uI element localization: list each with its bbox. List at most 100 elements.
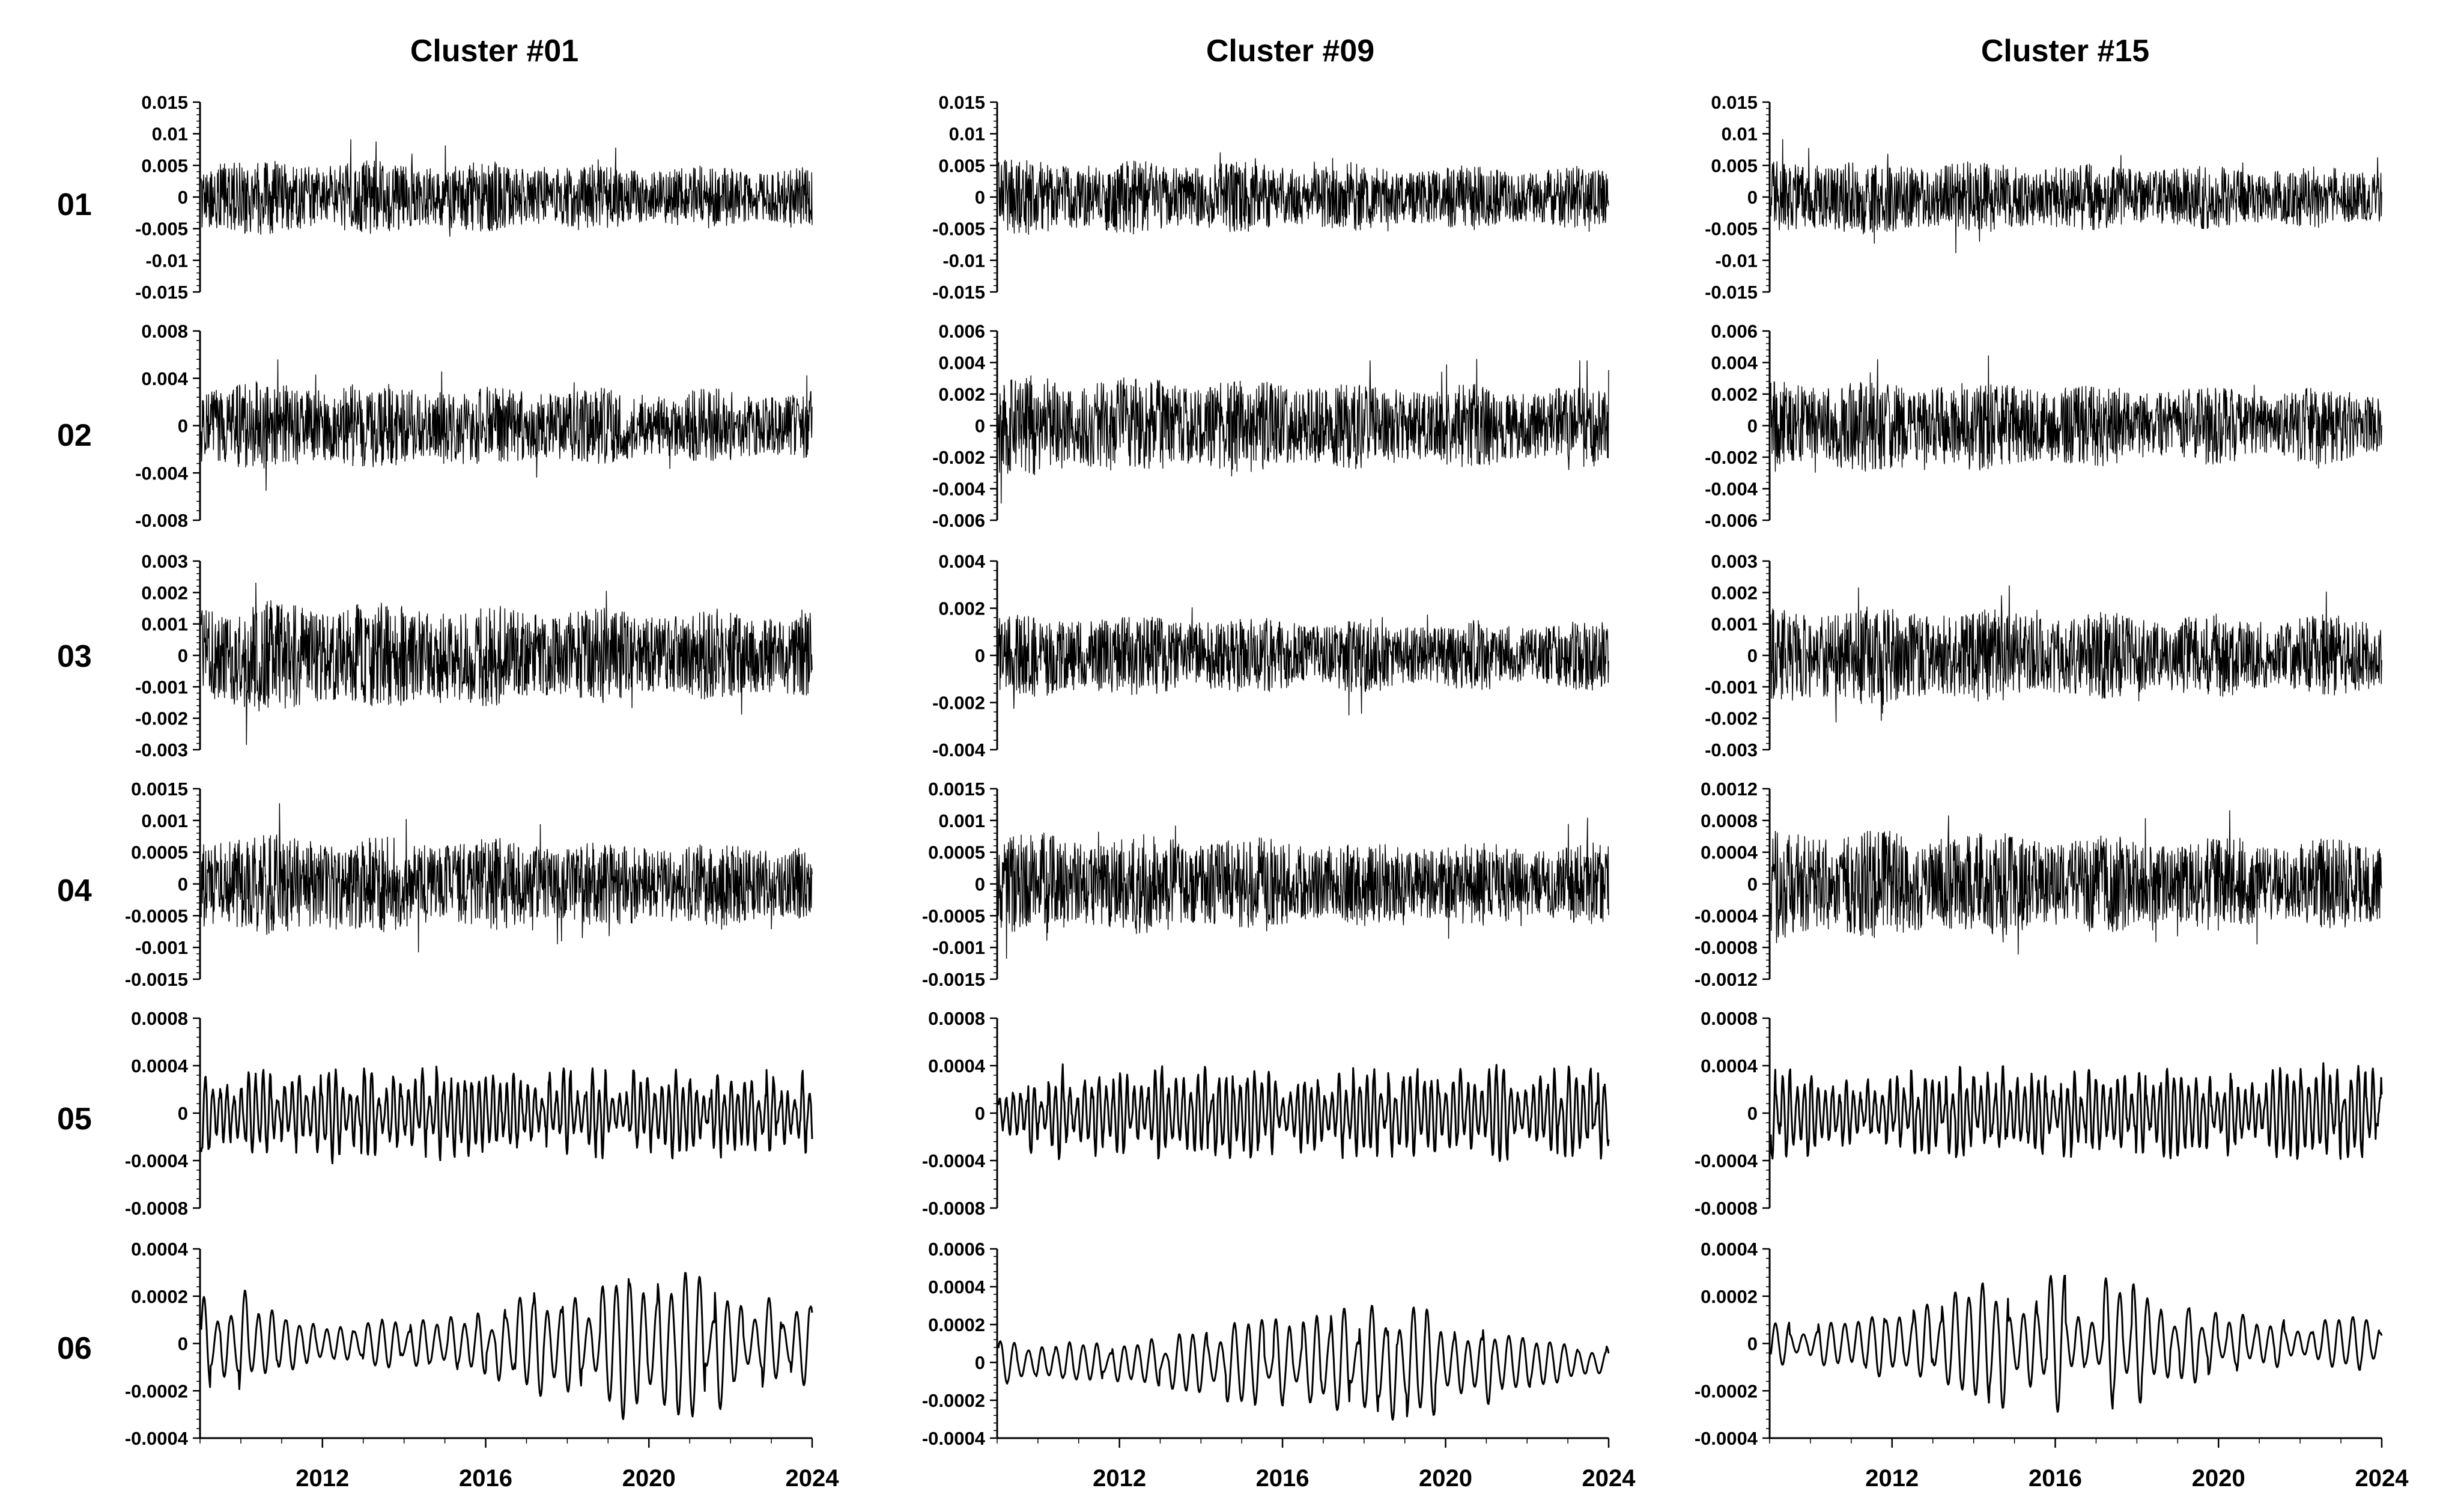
y-tick-label: 0.002 — [1711, 384, 1758, 405]
panel-02-3: 0.006 0.004 0.002 0 -0.002 -0.004 -0.006 — [1705, 321, 2382, 531]
y-tick-label: -0.002 — [932, 447, 985, 468]
y-tick-label: -0.004 — [932, 739, 986, 761]
y-tick-label: -0.005 — [1705, 219, 1758, 240]
y-tick-label: 0.0004 — [928, 1277, 986, 1298]
y-tick-label: 0.008 — [141, 321, 188, 342]
y-tick-label: 0 — [1747, 645, 1758, 666]
y-tick-label: 0.0005 — [131, 842, 188, 863]
y-tick-label: 0.0002 — [131, 1286, 188, 1307]
x-tick-label: 2012 — [296, 1465, 349, 1492]
panel-02-1: 0.008 0.004 0 -0.004 -0.008 — [135, 321, 813, 531]
y-tick-label: 0.0015 — [131, 779, 188, 800]
y-tick-label: 0.0008 — [1701, 1008, 1758, 1029]
y-tick-label: 0 — [975, 645, 985, 666]
series-line — [201, 582, 813, 745]
column-titles: Cluster #01 Cluster #09 Cluster #15 — [410, 34, 2149, 68]
series-line — [1770, 139, 2382, 254]
y-tick-label: -0.0004 — [1695, 905, 1758, 926]
y-tick-label: 0.0004 — [131, 1239, 189, 1260]
y-tick-label: 0 — [178, 1334, 188, 1355]
y-tick-label: 0.004 — [1711, 353, 1758, 374]
y-tick-label: -0.002 — [1705, 447, 1758, 468]
x-tick-label: 2020 — [2192, 1465, 2245, 1492]
y-tick-label: -0.001 — [135, 937, 188, 958]
y-tick-label: 0 — [178, 187, 188, 208]
y-tick-label: -0.015 — [932, 282, 985, 303]
series-line — [1770, 585, 2382, 723]
y-tick-label: 0.0004 — [1701, 1239, 1758, 1260]
y-tick-label: 0.015 — [1711, 92, 1758, 113]
series-line — [201, 359, 813, 491]
series-line — [201, 803, 813, 953]
y-tick-label: -0.001 — [932, 937, 985, 958]
y-tick-label: 0.0004 — [1701, 1055, 1758, 1076]
y-tick-label: 0 — [178, 645, 188, 666]
row-label-6: 06 — [57, 1331, 92, 1366]
y-tick-label: -0.0004 — [922, 1150, 986, 1171]
y-tick-label: 0.006 — [938, 321, 985, 342]
row-label-4: 04 — [57, 873, 92, 908]
series-line — [1770, 355, 2382, 473]
panel-05-1: 0.0008 0.0004 0 -0.0004 -0.0008 — [125, 1008, 813, 1219]
panel-03-3: 0.003 0.002 0.001 0 -0.001 -0.002 -0.003 — [1705, 551, 2382, 761]
y-tick-label: 0 — [1747, 416, 1758, 437]
y-tick-label: 0.0008 — [131, 1008, 188, 1029]
series-line — [998, 152, 1609, 235]
column-title-2: Cluster #09 — [1206, 34, 1374, 68]
panel-03-1: 0.003 0.002 0.001 0 -0.001 -0.002 -0.003 — [135, 551, 813, 761]
y-tick-label: 0.0005 — [928, 842, 985, 863]
x-tick-label: 2016 — [1256, 1465, 1310, 1492]
y-tick-label: -0.004 — [135, 463, 189, 484]
panel-05-2: 0.0008 0.0004 0 -0.0004 -0.0008 — [922, 1008, 1610, 1219]
y-tick-label: -0.0005 — [125, 905, 188, 926]
y-tick-label: -0.0004 — [1695, 1428, 1758, 1449]
panel-01-3: 0.015 0.01 0.005 0 -0.005 -0.01 -0.015 — [1705, 92, 2382, 303]
panel-06-1: 0.0004 0.0002 0 -0.0002 -0.0004 2012 2016 2020 2… — [125, 1239, 839, 1492]
y-tick-label: 0.001 — [1711, 614, 1758, 635]
y-tick-label: 0.01 — [152, 124, 188, 145]
y-tick-label: 0.004 — [938, 551, 985, 572]
y-tick-label: 0.002 — [1711, 582, 1758, 603]
y-tick-label: -0.0008 — [922, 1198, 985, 1219]
y-tick-label: 0.0004 — [131, 1055, 189, 1076]
panel-06-2: 0.0006 0.0004 0.0002 0 -0.0002 -0.0004 2012 201… — [922, 1239, 1636, 1492]
y-tick-label: 0.01 — [1722, 124, 1758, 145]
y-tick-label: 0 — [975, 416, 985, 437]
y-tick-label: 0 — [178, 416, 188, 437]
y-tick-label: -0.004 — [1705, 479, 1758, 500]
series-line — [201, 139, 813, 237]
y-tick-label: -0.006 — [932, 510, 985, 531]
row-label-1: 01 — [57, 187, 92, 222]
series-line — [998, 607, 1609, 716]
x-tick-label: 2024 — [1582, 1465, 1636, 1492]
y-tick-label: 0.0008 — [1701, 810, 1758, 831]
y-tick-label: 0.006 — [1711, 321, 1758, 342]
y-tick-label: 0.0015 — [928, 779, 985, 800]
y-tick-label: -0.0002 — [922, 1390, 985, 1411]
y-tick-label: 0 — [1747, 1334, 1758, 1355]
y-tick-label: 0 — [1747, 1103, 1758, 1124]
y-tick-label: -0.001 — [135, 676, 188, 697]
x-tick-label: 2020 — [622, 1465, 676, 1492]
panel-02-2: 0.006 0.004 0.002 0 -0.002 -0.004 -0.006 — [932, 321, 1609, 531]
panel-01-1: 0.015 0.01 0.005 0 -0.005 -0.01 -0.015 — [135, 92, 813, 303]
panel-01-2: 0.015 0.01 0.005 0 -0.005 -0.01 -0.015 — [932, 92, 1609, 303]
y-tick-label: 0.005 — [141, 155, 188, 176]
y-tick-label: 0 — [975, 874, 985, 895]
y-tick-label: -0.0015 — [125, 969, 188, 990]
y-tick-label: -0.006 — [1705, 510, 1758, 531]
y-tick-label: -0.008 — [135, 510, 188, 531]
y-tick-label: -0.0008 — [125, 1198, 188, 1219]
row-label-2: 02 — [57, 418, 92, 453]
y-tick-label: -0.015 — [1705, 282, 1758, 303]
y-tick-label: 0 — [1747, 874, 1758, 895]
y-tick-label: -0.0004 — [922, 1428, 986, 1449]
row-label-3: 03 — [57, 639, 92, 674]
y-tick-label: 0.003 — [141, 551, 188, 572]
y-tick-label: -0.0005 — [922, 905, 985, 926]
y-tick-label: -0.0004 — [1695, 1150, 1758, 1171]
y-tick-label: 0 — [1747, 187, 1758, 208]
series-line — [1770, 1274, 2383, 1413]
y-tick-label: -0.0004 — [125, 1428, 189, 1449]
